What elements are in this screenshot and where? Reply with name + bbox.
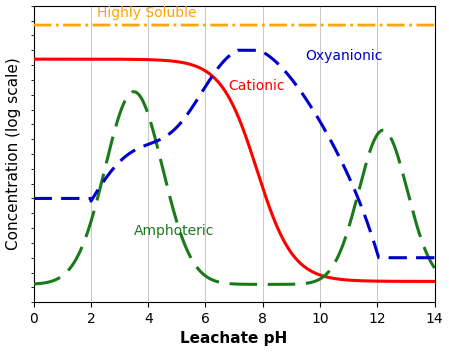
- Y-axis label: Concentration (log scale): Concentration (log scale): [5, 58, 21, 250]
- Text: Highly Soluble: Highly Soluble: [97, 6, 196, 20]
- Text: Amphoteric: Amphoteric: [134, 224, 214, 238]
- Text: Cationic: Cationic: [229, 79, 285, 93]
- Text: Oxyanionic: Oxyanionic: [306, 49, 383, 63]
- X-axis label: Leachate pH: Leachate pH: [180, 332, 288, 346]
